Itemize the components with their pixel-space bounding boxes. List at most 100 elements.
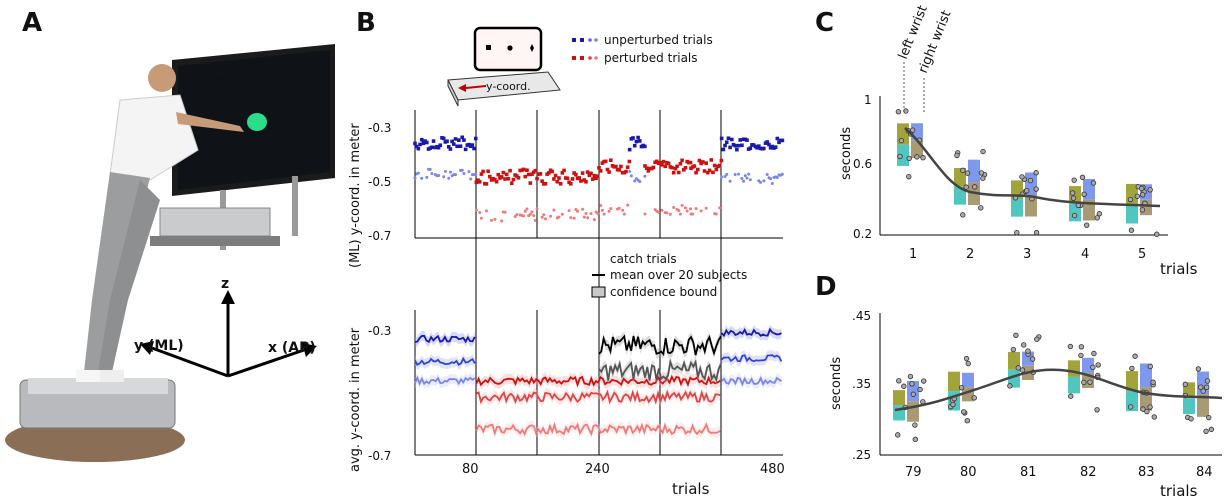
scatter-point	[477, 180, 482, 184]
scatter-point	[460, 135, 465, 140]
scatter-point	[474, 180, 479, 185]
scatter-point	[570, 177, 575, 181]
scatter-point	[665, 211, 669, 215]
scatter-point	[765, 172, 769, 176]
scatter-point	[712, 163, 717, 168]
box-segment	[962, 372, 974, 388]
scatter-point	[530, 210, 534, 214]
scatter-point	[416, 171, 420, 175]
scatter-point	[457, 138, 461, 142]
d-ytick-2: .35	[852, 377, 871, 391]
scatter-point	[655, 159, 659, 164]
scatter-point	[643, 144, 647, 149]
scatter-point	[632, 143, 637, 148]
scatter-point	[549, 214, 553, 218]
scatter-point	[728, 145, 732, 150]
scatter-point	[622, 212, 626, 216]
scatter-point	[609, 158, 613, 163]
data-point	[963, 184, 969, 190]
data-point	[1029, 356, 1036, 362]
b-bot-ylabel: avg. y-coord. in meter	[348, 327, 363, 472]
scatter-point	[538, 172, 543, 176]
axes-arrows	[140, 290, 317, 378]
data-point	[909, 381, 915, 387]
legend-perturbed: perturbed trials	[604, 51, 698, 65]
scatter-point	[735, 147, 739, 152]
data-point	[1139, 207, 1146, 213]
data-point	[897, 153, 903, 160]
data-point	[920, 378, 927, 384]
data-point	[954, 152, 960, 159]
legend-unperturbed: unperturbed trials	[604, 33, 713, 47]
scatter-point	[748, 146, 753, 151]
data-point	[901, 383, 907, 389]
scatter-point	[586, 216, 590, 220]
scatter-point	[598, 169, 603, 173]
panel-a-photo: P1 T1600 20	[5, 44, 335, 462]
data-point	[1096, 211, 1103, 217]
scatter-point	[418, 142, 422, 147]
data-point	[1070, 195, 1077, 201]
scatter-point	[420, 176, 424, 180]
scatter-point	[445, 139, 449, 144]
scatter-point	[472, 146, 476, 151]
c-ytick-3: 0.2	[853, 227, 872, 241]
scatter-point	[733, 143, 737, 148]
top-scatter-points	[413, 135, 785, 223]
scatter-point	[447, 176, 451, 180]
scatter-point	[745, 176, 749, 180]
scatter-point	[580, 171, 585, 175]
scatter-point	[587, 173, 592, 178]
scatter-point	[463, 147, 468, 152]
scatter-point	[717, 163, 722, 168]
data-point	[1091, 350, 1097, 357]
scatter-point	[419, 137, 424, 142]
data-point	[1198, 384, 1204, 390]
d-xtick-81: 81	[1020, 465, 1037, 480]
data-point	[1204, 378, 1211, 384]
panel-label-c: C	[815, 8, 835, 38]
scatter-point	[528, 181, 533, 185]
scatter-point	[736, 143, 741, 148]
data-point	[906, 155, 912, 162]
confidence-band	[415, 330, 475, 348]
scatter-point	[714, 167, 719, 172]
scatter-point	[443, 169, 447, 173]
scatter-point	[609, 207, 613, 211]
scatter-point	[756, 144, 761, 148]
scatter-point	[567, 209, 571, 213]
data-point	[1147, 187, 1153, 193]
legend-mean: mean over 20 subjects	[610, 268, 747, 282]
scatter-point	[607, 209, 611, 213]
scatter-point	[589, 171, 593, 176]
scatter-point	[494, 179, 499, 184]
data-point	[965, 360, 971, 367]
data-point	[1014, 229, 1020, 236]
scatter-point	[479, 172, 484, 176]
scatter-point	[460, 168, 464, 172]
data-point	[1134, 193, 1141, 199]
scatter-point	[572, 216, 576, 220]
c-xlabel: trials	[1160, 260, 1198, 278]
data-point	[958, 384, 965, 391]
scatter-point	[646, 169, 651, 173]
data-point	[1203, 384, 1210, 391]
scatter-point	[673, 166, 678, 171]
data-point	[1013, 332, 1019, 339]
scatter-point	[484, 209, 488, 213]
scatter-point	[530, 172, 534, 177]
scatter-point	[576, 209, 580, 213]
c-xtick-3: 3	[1023, 247, 1031, 262]
scatter-point	[478, 211, 482, 215]
data-point	[895, 109, 902, 115]
scatter-point	[553, 173, 558, 178]
data-point	[978, 205, 984, 211]
scatter-point	[451, 142, 456, 146]
scatter-point	[568, 181, 573, 186]
data-point	[1206, 414, 1212, 421]
scatter-point	[528, 212, 532, 216]
scatter-point	[486, 169, 490, 174]
scatter-point	[707, 168, 712, 173]
scatter-point	[565, 176, 570, 181]
mean-line	[721, 376, 782, 387]
